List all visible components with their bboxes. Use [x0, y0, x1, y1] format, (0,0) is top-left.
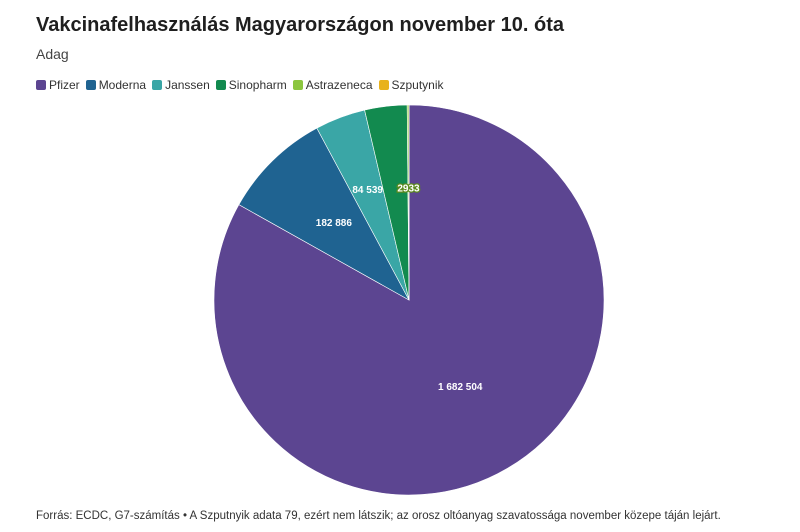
legend-item-astrazeneca[interactable]: Astrazeneca — [292, 78, 373, 92]
legend-item-sinopharm[interactable]: Sinopharm — [215, 78, 287, 92]
legend-item-pfizer[interactable]: Pfizer — [36, 78, 80, 92]
legend-label: Janssen — [165, 78, 210, 92]
data-label-pfizer: 1 682 504 — [438, 382, 483, 393]
data-label-astrazeneca: 2933 — [397, 183, 420, 194]
chart-title: Vakcinafelhasználás Magyarországon novem… — [36, 14, 564, 36]
legend-swatch — [292, 80, 303, 90]
legend-swatch — [378, 80, 389, 90]
legend-label: Astrazeneca — [305, 78, 373, 92]
legend-label: Moderna — [98, 78, 147, 92]
data-label-janssen: 84 539 — [352, 185, 383, 196]
chart-footer: Forrás: ECDC, G7-számítás • A Szputnyik … — [36, 510, 721, 522]
data-label-moderna: 182 886 — [316, 218, 353, 229]
legend-swatch — [215, 80, 226, 90]
chart-subtitle: Adag — [36, 46, 69, 62]
legend-swatch — [152, 80, 163, 90]
legend-item-szputnyik[interactable]: Szputynik — [378, 78, 444, 92]
legend-label: Pfizer — [49, 78, 80, 92]
legend-item-janssen[interactable]: Janssen — [152, 78, 210, 92]
legend: Pfizer Moderna Janssen Sinopharm Astraze… — [36, 78, 450, 92]
legend-swatch — [85, 80, 96, 90]
legend-label: Sinopharm — [228, 78, 287, 92]
pie-slice-moderna[interactable] — [238, 127, 410, 301]
legend-swatch — [36, 80, 46, 90]
legend-label: Szputynik — [391, 78, 444, 92]
legend-item-moderna[interactable]: Moderna — [85, 78, 147, 92]
